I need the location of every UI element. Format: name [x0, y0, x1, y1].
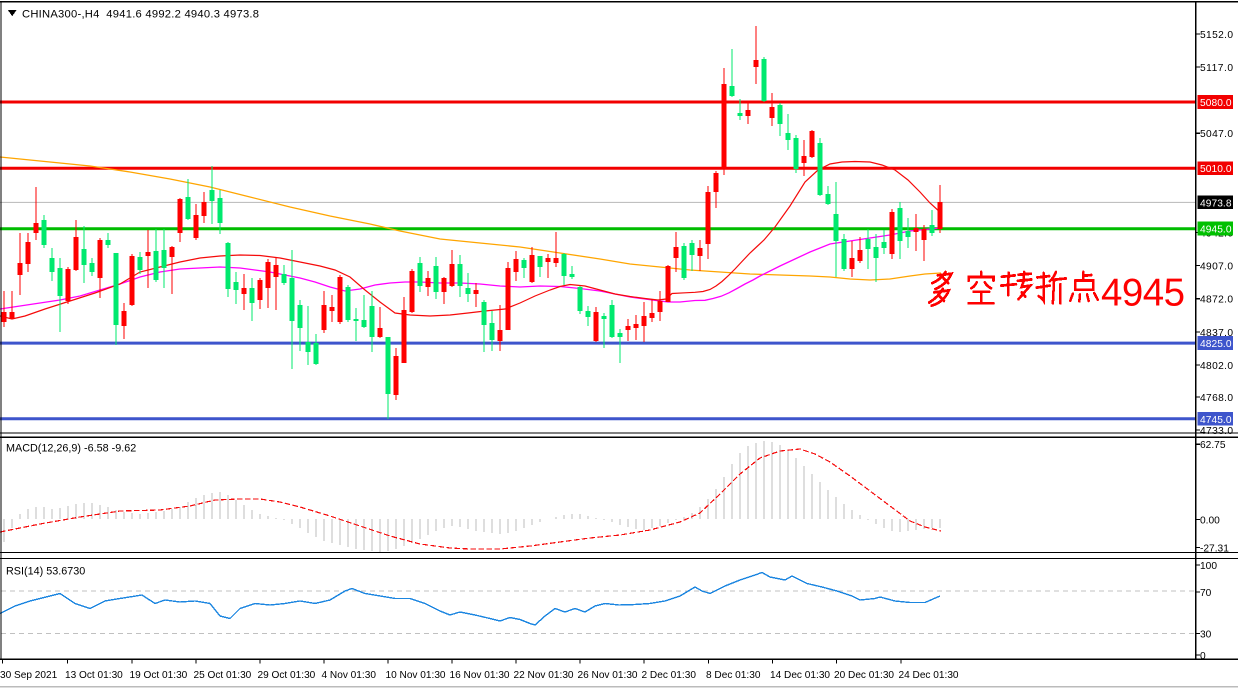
svg-text:13 Oct 01:30: 13 Oct 01:30	[65, 670, 123, 681]
svg-text:5117.0: 5117.0	[1200, 63, 1233, 74]
svg-text:70: 70	[1200, 588, 1212, 599]
svg-text:16 Nov 01:30: 16 Nov 01:30	[450, 670, 510, 681]
svg-text:8 Dec 01:30: 8 Dec 01:30	[706, 670, 761, 681]
svg-text:CHINA300-,H4 4941.6 4992.2 49: CHINA300-,H4 4941.6 4992.2 4940.3 4973.8	[22, 9, 259, 21]
svg-text:30: 30	[1200, 630, 1212, 641]
svg-text:4825.0: 4825.0	[1200, 339, 1232, 350]
svg-text:30 Sep 2021: 30 Sep 2021	[0, 670, 58, 681]
svg-text:4 Nov 01:30: 4 Nov 01:30	[322, 670, 377, 681]
svg-text:-27.31: -27.31	[1200, 544, 1229, 555]
svg-text:4768.0: 4768.0	[1200, 393, 1233, 404]
svg-text:14 Dec 01:30: 14 Dec 01:30	[770, 670, 830, 681]
svg-text:4745.0: 4745.0	[1200, 415, 1232, 426]
svg-text:22 Nov 01:30: 22 Nov 01:30	[514, 670, 574, 681]
svg-text:5152.0: 5152.0	[1200, 30, 1233, 41]
svg-text:4907.0: 4907.0	[1200, 262, 1233, 273]
svg-text:MACD(12,26,9) -6.58 -9.62: MACD(12,26,9) -6.58 -9.62	[6, 443, 136, 455]
svg-text:4872.0: 4872.0	[1200, 295, 1233, 306]
svg-text:4945: 4945	[1101, 272, 1185, 315]
svg-text:0.00: 0.00	[1200, 516, 1220, 527]
svg-text:10 Nov 01:30: 10 Nov 01:30	[386, 670, 446, 681]
svg-text:26 Nov 01:30: 26 Nov 01:30	[578, 670, 638, 681]
svg-text:4733.0: 4733.0	[1200, 426, 1233, 437]
svg-text:4973.8: 4973.8	[1200, 198, 1232, 209]
svg-text:29 Oct 01:30: 29 Oct 01:30	[258, 670, 316, 681]
svg-text:5010.0: 5010.0	[1200, 164, 1232, 175]
svg-text:5080.0: 5080.0	[1200, 98, 1232, 109]
svg-text:100: 100	[1200, 561, 1217, 572]
svg-text:4837.0: 4837.0	[1200, 328, 1233, 339]
svg-text:19 Oct 01:30: 19 Oct 01:30	[130, 670, 188, 681]
svg-text:20 Dec 01:30: 20 Dec 01:30	[834, 670, 894, 681]
svg-text:5047.0: 5047.0	[1200, 129, 1233, 140]
svg-text:62.75: 62.75	[1200, 440, 1226, 451]
svg-text:RSI(14) 53.6730: RSI(14) 53.6730	[6, 566, 85, 578]
svg-text:24 Dec 01:30: 24 Dec 01:30	[899, 670, 959, 681]
svg-text:25 Oct 01:30: 25 Oct 01:30	[194, 670, 252, 681]
svg-text:2 Dec 01:30: 2 Dec 01:30	[642, 670, 697, 681]
svg-text:4945.0: 4945.0	[1200, 225, 1232, 236]
svg-text:4802.0: 4802.0	[1200, 361, 1233, 372]
svg-text:0: 0	[1200, 651, 1206, 662]
